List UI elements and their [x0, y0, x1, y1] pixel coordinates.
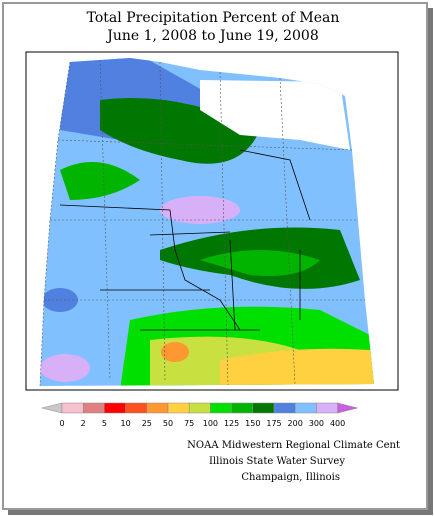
legend-label: 400: [330, 419, 345, 428]
legend-swatch: [104, 402, 126, 414]
legend-swatch: [231, 402, 254, 414]
legend-swatch: [273, 402, 296, 414]
legend-label: 2: [81, 419, 86, 428]
legend-label: 10: [121, 419, 131, 428]
legend-swatch: [316, 402, 338, 414]
title: Total Precipitation Percent of Mean: [87, 10, 340, 26]
credit: Illinois State Water Survey: [209, 456, 345, 467]
credit: NOAA Midwestern Regional Climate Cent: [187, 440, 400, 451]
legend-label: 5: [102, 419, 107, 428]
subtitle: June 1, 2008 to June 19, 2008: [105, 28, 319, 44]
legend-label: 50: [163, 419, 173, 428]
legend-swatch: [61, 402, 84, 414]
legend-swatch: [210, 402, 232, 414]
legend-label: 125: [224, 419, 239, 428]
legend-swatch: [188, 402, 211, 414]
legend-swatch: [294, 402, 317, 414]
legend-label: 0: [59, 419, 64, 428]
legend-label: 75: [184, 419, 194, 428]
credit: Champaign, Illinois: [241, 472, 340, 483]
legend-label: 100: [203, 419, 218, 428]
shadow: [428, 8, 433, 513]
legend-swatch: [125, 402, 148, 414]
legend-label: 25: [142, 419, 152, 428]
legend-swatch: [82, 402, 105, 414]
legend-label: 175: [266, 419, 281, 428]
legend: 0 2 5 10 25 50 75 100 125 150 175 200 300 400: [41, 402, 358, 428]
legend-swatch: [167, 402, 190, 414]
legend-swatch: [146, 402, 169, 414]
legend-label: 300: [309, 419, 324, 428]
legend-swatch: [252, 402, 275, 414]
state-borders: [59, 149, 311, 331]
map: [40, 58, 374, 386]
legend-over: [337, 402, 358, 414]
legend-label: 200: [288, 419, 303, 428]
legend-label: 150: [245, 419, 260, 428]
graticule: [39, 59, 365, 387]
shadow: [8, 510, 433, 515]
